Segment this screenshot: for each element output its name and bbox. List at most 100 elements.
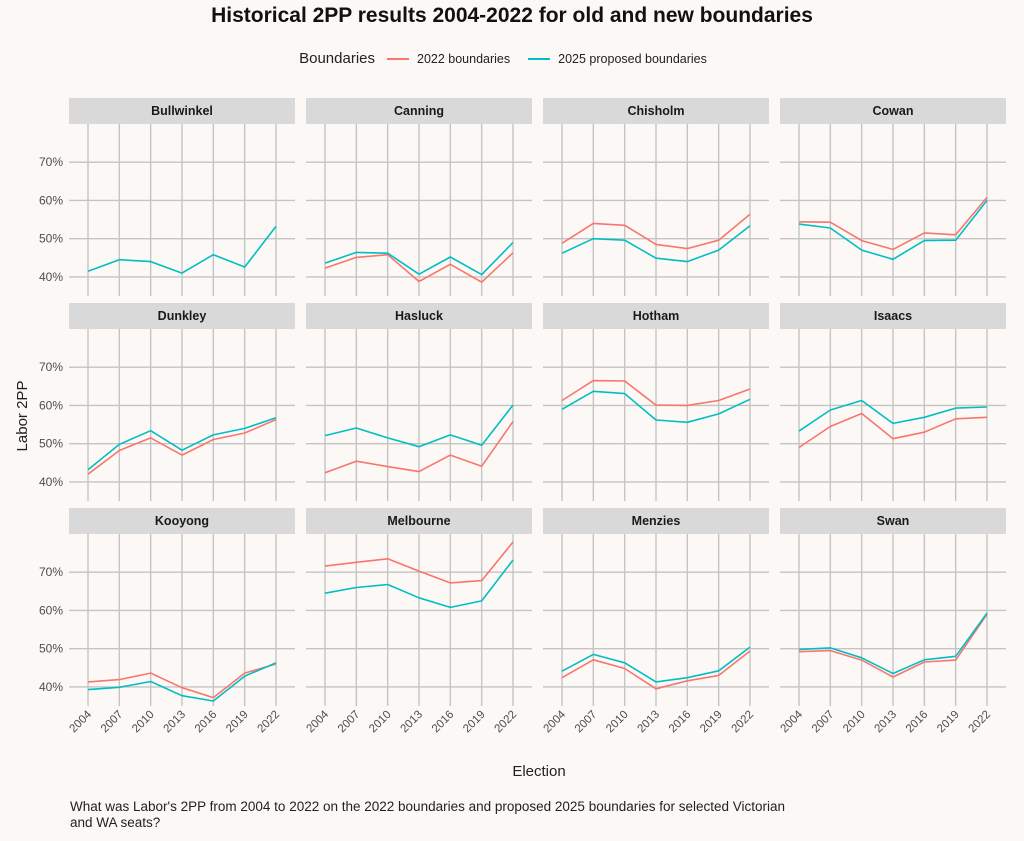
series-line-menzies-2022-boundaries [561,650,751,690]
series-line-hasluck-2022-boundaries [324,421,514,474]
series-line-menzies-2025-proposed-boundaries [561,646,751,683]
x-tick-label-swan-2022: 2022 [967,709,994,736]
legend-title: Boundaries [299,50,375,67]
x-tick-label-kooyong-2007: 2007 [99,709,126,736]
y-tick-label-bullwinkel-60: 60% [39,193,63,207]
legend-item-2022: 2022 boundaries [387,52,510,66]
chart-title: Historical 2PP results 2004-2022 for old… [211,4,813,27]
facet-label-menzies: Menzies [632,514,681,528]
facet-label-hotham: Hotham [633,309,680,323]
series-line-dunkley-2025-proposed-boundaries [87,416,277,471]
y-tick-label-kooyong-60: 60% [39,603,63,617]
facet-label-bullwinkel: Bullwinkel [151,104,213,118]
facet-strip-hasluck [306,303,532,329]
series-line-dunkley-2022-boundaries [87,418,277,475]
x-tick-label-melbourne-2019: 2019 [461,709,488,736]
x-tick-label-menzies-2013: 2013 [636,709,663,736]
y-tick-label-bullwinkel-50: 50% [39,232,63,246]
series-line-kooyong-2025-proposed-boundaries [87,662,277,702]
series-line-canning-2025-proposed-boundaries [324,241,514,276]
facet-label-kooyong: Kooyong [155,514,209,528]
x-tick-label-swan-2007: 2007 [810,709,837,736]
y-tick-label-kooyong-70: 70% [39,565,63,579]
x-tick-label-melbourne-2016: 2016 [430,709,457,736]
series-line-kooyong-2022-boundaries [87,663,277,699]
series-line-chisholm-2025-proposed-boundaries [561,225,751,263]
y-tick-label-kooyong-50: 50% [39,642,63,656]
legend-label-2025: 2025 proposed boundaries [558,51,707,66]
series-line-canning-2022-boundaries [324,252,514,284]
facet-strip-chisholm [543,98,769,124]
series-line-hotham-2025-proposed-boundaries [561,390,751,424]
series-line-hotham-2022-boundaries [561,379,751,407]
facet-label-melbourne: Melbourne [387,514,450,528]
y-tick-label-dunkley-70: 70% [39,360,63,374]
series-line-hasluck-2025-proposed-boundaries [324,404,514,448]
facet-strip-isaacs [780,303,1006,329]
facet-label-cowan: Cowan [873,104,914,118]
x-tick-label-kooyong-2010: 2010 [130,709,157,736]
facet-strip-dunkley [69,303,295,329]
facet-strip-bullwinkel [69,98,295,124]
y-tick-label-bullwinkel-40: 40% [39,270,63,284]
x-tick-label-kooyong-2013: 2013 [162,709,189,736]
x-tick-label-kooyong-2022: 2022 [256,709,283,736]
series-line-bullwinkel-2025-proposed-boundaries [87,225,277,274]
y-axis-title: Labor 2PP [14,381,31,452]
series-line-cowan-2025-proposed-boundaries [798,199,988,261]
x-tick-label-menzies-2016: 2016 [667,709,694,736]
x-tick-label-swan-2010: 2010 [841,709,868,736]
x-tick-label-swan-2019: 2019 [935,709,962,736]
facet-strip-menzies [543,508,769,534]
x-axis-title: Election [512,763,565,780]
legend: Boundaries 2022 boundaries 2025 proposed… [0,50,1024,67]
series-line-isaacs-2022-boundaries [798,412,988,449]
x-tick-label-menzies-2004: 2004 [542,708,569,735]
y-tick-label-kooyong-40: 40% [39,680,63,694]
facet-strip-cowan [780,98,1006,124]
x-tick-label-menzies-2007: 2007 [573,709,600,736]
facet-strip-kooyong [69,508,295,534]
series-line-swan-2022-boundaries [798,613,988,678]
x-tick-label-swan-2013: 2013 [873,709,900,736]
series-line-chisholm-2022-boundaries [561,213,751,250]
facet-strip-canning [306,98,532,124]
x-tick-label-kooyong-2004: 2004 [68,708,95,735]
facet-label-hasluck: Hasluck [395,309,443,323]
facet-label-dunkley: Dunkley [158,309,207,323]
facet-strip-melbourne [306,508,532,534]
x-tick-label-menzies-2019: 2019 [698,709,725,736]
y-tick-label-dunkley-40: 40% [39,475,63,489]
x-tick-label-melbourne-2022: 2022 [493,709,520,736]
legend-key-2022 [387,57,409,60]
x-tick-label-kooyong-2019: 2019 [224,709,251,736]
x-tick-label-melbourne-2004: 2004 [305,708,332,735]
series-line-melbourne-2022-boundaries [324,541,514,584]
y-tick-label-dunkley-60: 60% [39,398,63,412]
facet-label-swan: Swan [877,514,910,528]
y-tick-label-dunkley-50: 50% [39,437,63,451]
x-tick-label-melbourne-2010: 2010 [367,709,394,736]
facet-strip-hotham [543,303,769,329]
facet-label-chisholm: Chisholm [628,104,685,118]
x-tick-label-melbourne-2013: 2013 [399,709,426,736]
x-tick-label-melbourne-2007: 2007 [336,709,363,736]
x-tick-label-kooyong-2016: 2016 [193,709,220,736]
facet-label-isaacs: Isaacs [874,309,912,323]
legend-key-2025 [528,57,551,60]
x-tick-label-menzies-2022: 2022 [730,709,757,736]
facet-label-canning: Canning [394,104,444,118]
facet-strip-swan [780,508,1006,534]
chart-caption: What was Labor's 2PP from 2004 to 2022 o… [70,799,786,830]
x-tick-label-swan-2016: 2016 [904,709,931,736]
series-line-cowan-2022-boundaries [798,196,988,251]
x-tick-label-menzies-2010: 2010 [604,709,631,736]
x-tick-label-swan-2004: 2004 [779,708,806,735]
series-line-isaacs-2025-proposed-boundaries [798,399,988,432]
y-tick-label-bullwinkel-70: 70% [39,155,63,169]
legend-label-2022: 2022 boundaries [417,51,511,66]
series-line-melbourne-2025-proposed-boundaries [324,559,514,609]
legend-item-2025: 2025 proposed boundaries [528,52,707,66]
